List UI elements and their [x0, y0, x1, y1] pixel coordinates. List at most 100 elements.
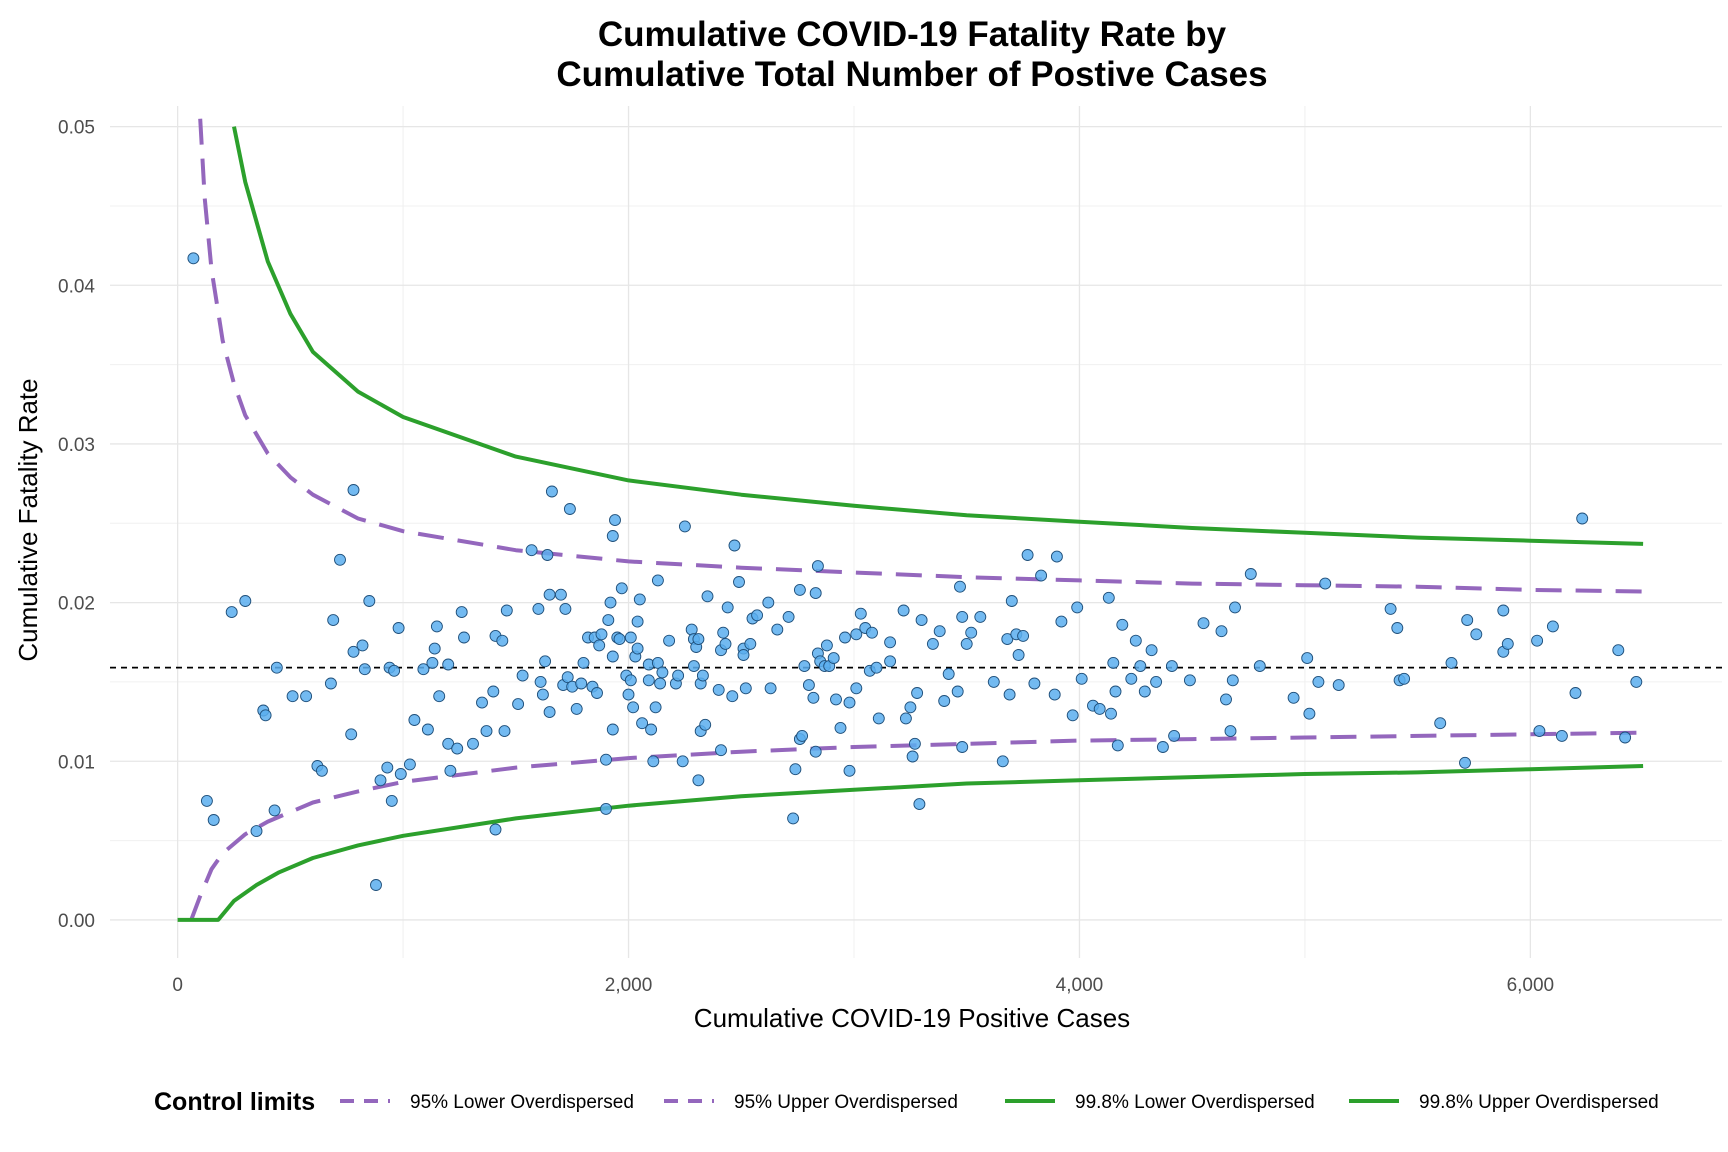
data-point — [1012, 649, 1025, 661]
data-point — [609, 514, 621, 527]
data-point — [904, 701, 917, 714]
data-point — [381, 761, 394, 774]
data-point — [839, 631, 851, 644]
data-point — [324, 677, 337, 690]
data-point — [543, 588, 556, 601]
data-point — [1531, 634, 1544, 647]
y-tick-label: 0.01 — [58, 752, 95, 773]
data-point — [356, 639, 369, 652]
data-point — [787, 812, 800, 825]
data-point — [541, 549, 554, 561]
data-point — [789, 763, 802, 776]
data-point — [430, 620, 443, 633]
data-point — [1050, 550, 1063, 563]
data-point — [394, 768, 407, 780]
data-point — [645, 723, 658, 736]
data-point — [1501, 637, 1514, 650]
data-point — [570, 702, 583, 715]
data-point — [751, 609, 764, 622]
data-point — [1229, 601, 1241, 614]
data-point — [926, 637, 939, 650]
data-point — [458, 631, 470, 644]
data-point — [651, 574, 664, 587]
data-point — [426, 656, 439, 669]
data-point — [613, 633, 626, 646]
data-point — [715, 744, 727, 757]
data-point — [1165, 660, 1178, 673]
data-point — [606, 530, 619, 542]
data-point — [636, 717, 649, 730]
data-point — [442, 658, 455, 671]
data-point — [649, 701, 662, 714]
data-point — [802, 679, 815, 692]
data-point — [1445, 656, 1458, 669]
data-point — [1138, 685, 1151, 698]
data-point — [811, 560, 824, 573]
data-point — [604, 596, 617, 609]
data-point — [1156, 741, 1169, 753]
data-point — [1398, 672, 1411, 685]
data-point — [906, 750, 919, 763]
data-point — [327, 614, 340, 627]
data-point — [1102, 591, 1115, 604]
data-point — [525, 544, 538, 557]
data-point — [1075, 672, 1088, 685]
data-point — [1125, 672, 1138, 685]
data-point — [712, 683, 725, 696]
data-point — [820, 639, 833, 652]
data-point — [908, 737, 921, 750]
data-point — [250, 825, 263, 838]
data-point — [480, 725, 493, 738]
data-point — [1461, 614, 1474, 627]
data-point — [987, 675, 1000, 688]
legend: Control limits 95% Lower Overdispersed 95… — [154, 1088, 1659, 1116]
y-axis-title: Cumulative Fatality Rate — [13, 378, 43, 661]
data-point — [1111, 739, 1124, 752]
data-point — [1021, 549, 1034, 561]
data-point — [1003, 688, 1016, 701]
x-tick-label: 2,000 — [605, 975, 653, 996]
data-point — [796, 729, 809, 742]
data-point — [1612, 644, 1625, 657]
control-limit-lines — [177, 118, 1644, 922]
data-point — [593, 639, 606, 652]
data-point — [956, 610, 969, 623]
data-point — [850, 682, 863, 695]
data-point — [647, 755, 660, 768]
data-point — [1035, 569, 1048, 582]
data-point — [843, 764, 856, 777]
data-point — [1028, 677, 1041, 690]
data-point — [1303, 707, 1316, 720]
data-point — [1253, 660, 1266, 673]
data-point — [1071, 601, 1084, 614]
data-point — [1116, 618, 1129, 631]
data-point — [1555, 729, 1568, 742]
data-point — [656, 666, 669, 679]
data-point — [798, 660, 811, 673]
data-point — [476, 696, 488, 709]
data-points — [187, 252, 1643, 891]
data-point — [974, 610, 987, 623]
data-point — [1150, 675, 1163, 688]
limit-line-3 — [177, 764, 1644, 922]
data-point — [451, 742, 464, 755]
y-tick-label: 0.02 — [58, 594, 95, 615]
data-point — [884, 636, 897, 649]
data-point — [897, 604, 910, 617]
data-point — [1319, 577, 1332, 590]
legend-entries: 95% Lower Overdispersed 95% Upper Overdis… — [340, 1092, 1659, 1113]
data-point — [1224, 725, 1237, 738]
data-point — [347, 484, 360, 496]
data-point — [807, 691, 820, 704]
data-point — [347, 645, 360, 658]
data-point — [744, 637, 757, 650]
data-point — [850, 628, 863, 641]
data-point — [1384, 602, 1397, 615]
data-point — [600, 802, 612, 815]
data-point — [866, 626, 878, 639]
data-point — [1470, 628, 1483, 641]
data-point — [1005, 595, 1018, 607]
data-point — [965, 626, 978, 639]
data-point — [933, 625, 946, 638]
data-point — [692, 774, 705, 787]
